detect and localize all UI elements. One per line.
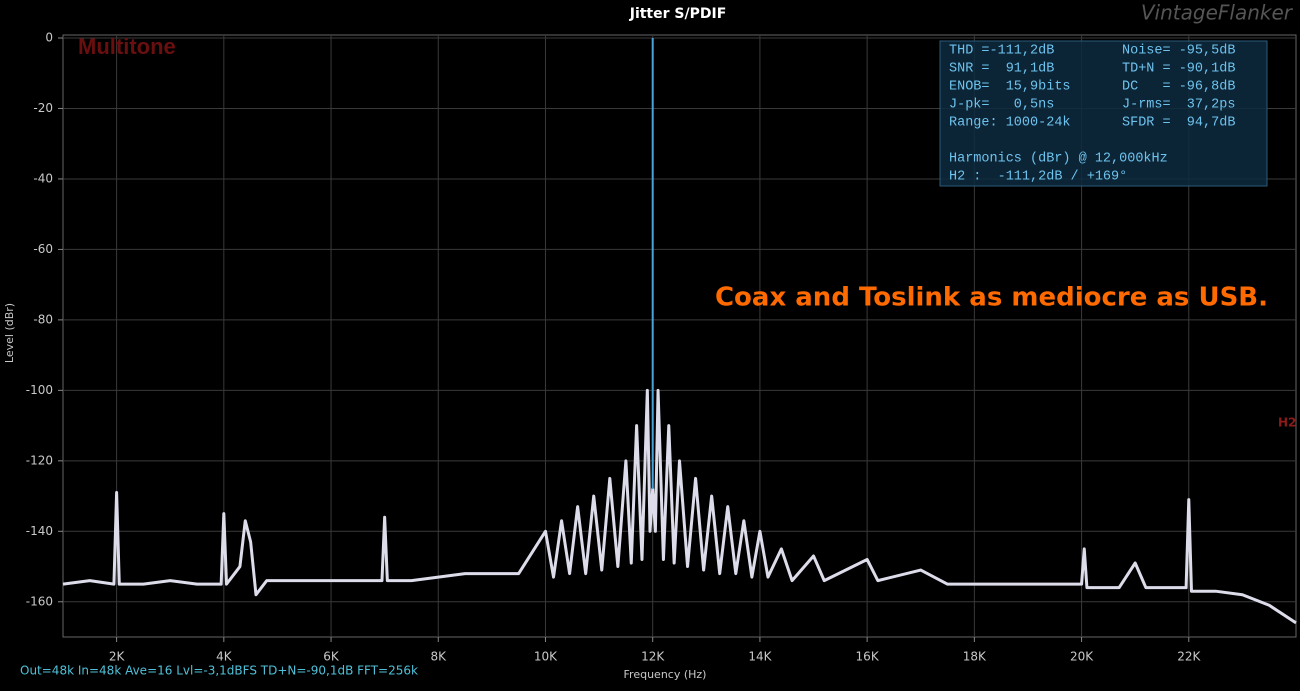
y-tick-label: -140 — [26, 524, 53, 538]
info-text: SNR = 91,1dB — [949, 62, 1054, 77]
x-tick-label: 2K — [109, 650, 126, 664]
x-tick-label: 16K — [856, 650, 880, 664]
info-text: J-rms= 37,2ps — [1122, 98, 1235, 113]
x-tick-label: 8K — [431, 650, 448, 664]
info-text: THD =-111,2dB — [949, 44, 1054, 59]
x-tick-label: 14K — [748, 650, 772, 664]
info-text: ENOB= 15,9bits — [949, 80, 1071, 95]
y-tick-label: -20 — [33, 101, 53, 115]
info-text: DC = -96,8dB — [1122, 80, 1235, 95]
x-tick-label: 12K — [641, 650, 665, 664]
y-tick-label: -100 — [26, 383, 53, 397]
harmonics-text: H2 : -111,2dB / +169° — [949, 170, 1127, 185]
info-text: Noise= -95,5dB — [1122, 44, 1235, 59]
x-tick-label: 18K — [963, 650, 987, 664]
info-text: TD+N = -90,1dB — [1122, 62, 1235, 77]
h2-marker: H2 — [1278, 416, 1296, 430]
info-text: J-pk= 0,5ns — [949, 98, 1054, 113]
info-text: Range: 1000-24k — [949, 116, 1071, 131]
y-tick-label: -60 — [33, 242, 53, 256]
x-tick-label: 4K — [216, 650, 233, 664]
x-tick-label: 20K — [1070, 650, 1094, 664]
y-tick-label: -80 — [33, 312, 53, 326]
chart-title: Jitter S/PDIF — [629, 6, 727, 22]
y-tick-label: -160 — [26, 594, 53, 608]
info-text: SFDR = 94,7dB — [1122, 116, 1235, 131]
x-tick-label: 22K — [1177, 650, 1201, 664]
x-tick-label: 10K — [534, 650, 558, 664]
y-tick-label: 0 — [45, 31, 53, 45]
annotation: Coax and Toslink as mediocre as USB. — [715, 283, 1268, 313]
harmonics-text: Harmonics (dBr) @ 12,000kHz — [949, 152, 1168, 167]
y-tick-label: -40 — [33, 171, 53, 185]
x-tick-label: 6K — [323, 650, 340, 664]
spectrum-line — [62, 388, 1297, 625]
info-box — [939, 40, 1268, 187]
y-tick-label: -120 — [26, 453, 53, 467]
status-line: Out=48k In=48k Ave=16 Lvl=-3,1dBFS TD+N=… — [20, 664, 418, 678]
y-axis-label: Level (dBr) — [3, 303, 16, 363]
watermark: VintageFlanker — [1141, 1, 1294, 25]
x-axis-label: Frequency (Hz) — [624, 668, 707, 681]
multitone-label: Multitone — [78, 34, 176, 59]
